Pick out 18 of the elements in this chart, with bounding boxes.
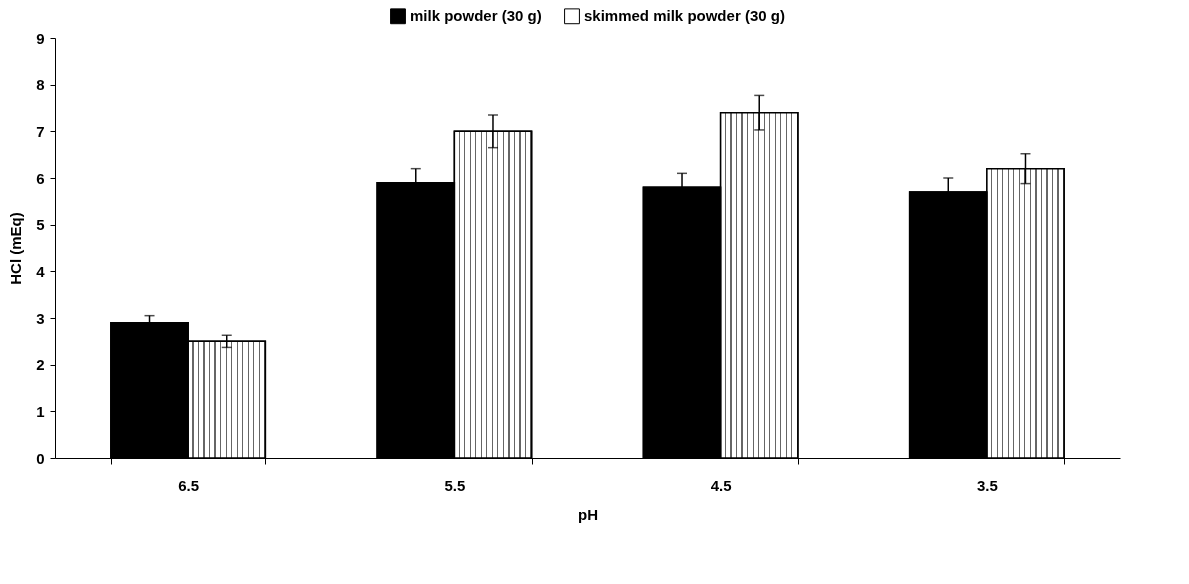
x-tick-label: 3.5 [976, 476, 998, 494]
x-tick-label: 6.5 [178, 476, 200, 494]
legend-label: milk powder (30 g) [410, 7, 542, 25]
y-tick-label: 3 [36, 309, 45, 327]
y-tick-label: 7 [36, 122, 45, 140]
y-tick-label: 5 [36, 216, 45, 234]
y-tick-label: 0 [36, 449, 45, 467]
y-tick-label: 9 [36, 29, 45, 47]
y-tick-label: 4 [36, 262, 46, 280]
x-tick-label: 5.5 [444, 476, 466, 494]
y-axis-title: HCl (mEq) [7, 212, 25, 285]
y-tick-label: 6 [36, 169, 45, 187]
x-tick-label: 4.5 [710, 476, 732, 494]
x-axis-title: pH [578, 505, 598, 523]
y-tick-label: 1 [36, 402, 45, 420]
y-tick-label: 8 [36, 76, 45, 94]
legend-label: skimmed milk powder (30 g) [584, 7, 785, 25]
y-tick-label: 2 [36, 356, 45, 374]
